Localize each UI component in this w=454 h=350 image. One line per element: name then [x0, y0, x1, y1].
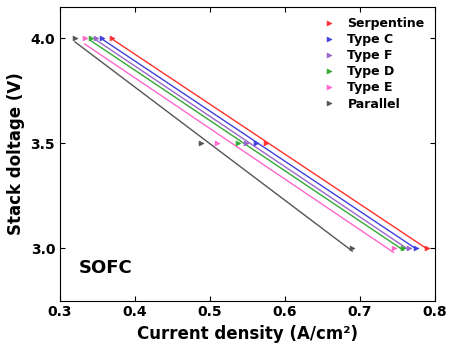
Legend: Serpentine, Type C, Type F, Type D, Type E, Parallel: Serpentine, Type C, Type F, Type D, Type…: [311, 13, 429, 114]
Type D: [400, 246, 406, 250]
Parallel: [198, 141, 203, 145]
Y-axis label: Stack doltage (V): Stack doltage (V): [7, 72, 25, 235]
Type F: [406, 246, 411, 250]
Type C: [99, 36, 105, 41]
Line: Type E: Type E: [82, 36, 396, 251]
Serpentine: [424, 246, 430, 250]
Type D: [235, 141, 240, 145]
Text: SOFC: SOFC: [79, 259, 133, 277]
Type E: [82, 36, 88, 41]
Serpentine: [263, 141, 269, 145]
Type C: [413, 246, 419, 250]
X-axis label: Current density (A/cm²): Current density (A/cm²): [137, 325, 358, 343]
Parallel: [350, 246, 355, 250]
Type F: [93, 36, 99, 41]
Parallel: [72, 36, 78, 41]
Line: Type F: Type F: [94, 36, 411, 251]
Serpentine: [110, 36, 115, 41]
Type E: [215, 141, 220, 145]
Type C: [254, 141, 259, 145]
Line: Type D: Type D: [88, 36, 406, 251]
Line: Type C: Type C: [99, 36, 419, 251]
Line: Serpentine: Serpentine: [110, 36, 429, 251]
Type E: [391, 246, 396, 250]
Line: Parallel: Parallel: [73, 36, 355, 251]
Type F: [243, 141, 249, 145]
Type D: [88, 36, 94, 41]
